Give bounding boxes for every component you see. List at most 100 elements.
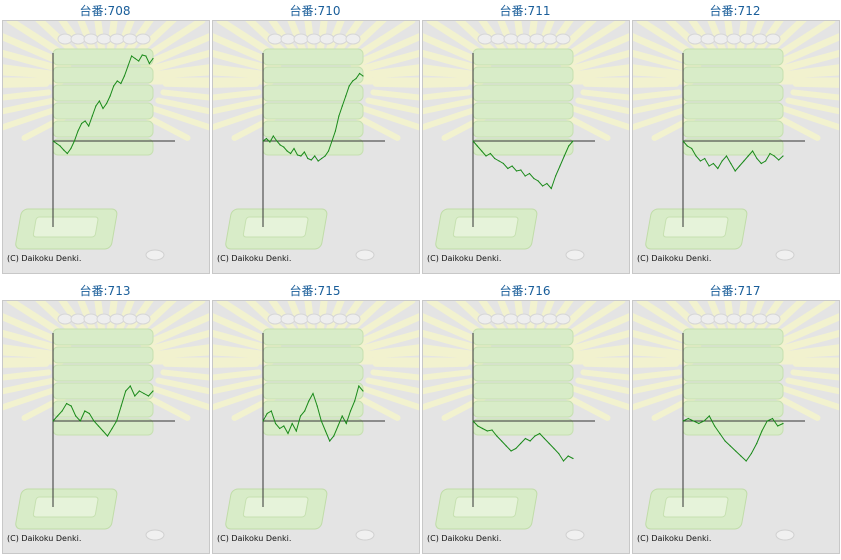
data-point bbox=[477, 425, 479, 427]
data-point bbox=[70, 405, 72, 407]
data-point bbox=[541, 185, 544, 187]
data-point bbox=[102, 430, 104, 432]
data-point bbox=[354, 400, 356, 402]
data-point bbox=[729, 445, 731, 447]
data-point bbox=[782, 422, 784, 425]
data-point bbox=[476, 145, 478, 147]
chart-title: 台番:716 bbox=[499, 284, 551, 298]
data-point bbox=[270, 410, 272, 412]
data-point bbox=[129, 385, 131, 387]
data-point bbox=[572, 140, 574, 142]
data-point bbox=[97, 425, 100, 427]
data-point bbox=[750, 452, 753, 455]
data-point bbox=[279, 144, 281, 146]
series-line bbox=[472, 140, 574, 190]
data-point bbox=[533, 177, 535, 180]
background-art bbox=[3, 21, 209, 261]
chart-panel: (C) Daikoku Denki. bbox=[632, 20, 840, 274]
data-point bbox=[485, 155, 487, 157]
data-point bbox=[550, 187, 552, 190]
data-point bbox=[362, 75, 364, 77]
data-point bbox=[717, 167, 719, 170]
data-point bbox=[520, 169, 522, 171]
data-point bbox=[116, 80, 118, 82]
series-line bbox=[472, 420, 574, 462]
data-point bbox=[761, 430, 763, 432]
background-art bbox=[423, 301, 629, 541]
data-point bbox=[93, 420, 95, 422]
data-point bbox=[300, 155, 302, 157]
data-point bbox=[349, 410, 352, 412]
chart-cell: 台番:717 (C) Daikoku Denki. bbox=[630, 280, 840, 560]
data-point bbox=[524, 175, 526, 177]
data-point bbox=[111, 427, 113, 430]
data-point bbox=[84, 410, 86, 412]
background-svg bbox=[633, 21, 839, 261]
data-point bbox=[572, 457, 574, 460]
data-point bbox=[756, 442, 758, 445]
chart-cell: 台番:713 (C) Daikoku Denki. bbox=[0, 280, 210, 560]
data-point bbox=[138, 390, 140, 392]
data-point bbox=[341, 105, 343, 107]
background-svg bbox=[213, 301, 419, 541]
data-point bbox=[528, 172, 531, 175]
data-point bbox=[265, 137, 268, 140]
data-point bbox=[310, 159, 312, 161]
chart-panel: (C) Daikoku Denki. bbox=[2, 20, 210, 274]
data-point bbox=[55, 142, 58, 145]
data-point bbox=[730, 162, 732, 165]
series-line bbox=[682, 415, 784, 462]
data-point bbox=[489, 152, 491, 155]
data-point bbox=[719, 432, 721, 435]
chart-panel: (C) Daikoku Denki. bbox=[422, 20, 630, 274]
data-point bbox=[299, 415, 302, 417]
copyright-text: (C) Daikoku Denki. bbox=[217, 254, 292, 263]
line-chart bbox=[262, 333, 385, 507]
data-point bbox=[127, 65, 129, 67]
chart-panel: (C) Daikoku Denki. bbox=[422, 300, 630, 554]
data-point bbox=[507, 167, 509, 170]
data-point bbox=[134, 57, 136, 60]
data-point bbox=[70, 147, 72, 150]
chart-cell: 台番:716 (C) Daikoku Denki. bbox=[420, 280, 630, 560]
chart-cell: 台番:710 (C) Daikoku Denki. bbox=[210, 0, 420, 280]
data-point bbox=[52, 420, 54, 422]
data-point bbox=[341, 415, 343, 417]
chart-title: 台番:713 bbox=[79, 284, 131, 298]
copyright-text: (C) Daikoku Denki. bbox=[217, 534, 292, 543]
data-point bbox=[362, 390, 364, 392]
data-point bbox=[287, 432, 289, 435]
data-point bbox=[295, 430, 297, 432]
data-point bbox=[771, 417, 774, 420]
background-art bbox=[213, 301, 419, 541]
data-point bbox=[747, 155, 749, 157]
data-point bbox=[79, 420, 81, 422]
data-point bbox=[106, 435, 109, 437]
data-point bbox=[80, 122, 83, 125]
data-point bbox=[61, 410, 63, 412]
data-point bbox=[307, 157, 309, 160]
data-point bbox=[303, 151, 305, 153]
chart-title: 台番:712 bbox=[709, 4, 761, 18]
series-line bbox=[262, 72, 364, 162]
data-point bbox=[698, 422, 700, 425]
background-svg bbox=[423, 301, 629, 541]
data-point bbox=[279, 427, 281, 430]
data-point bbox=[274, 422, 277, 425]
data-point bbox=[494, 157, 496, 160]
data-point bbox=[324, 155, 326, 157]
data-point bbox=[735, 450, 737, 452]
data-point bbox=[105, 102, 108, 105]
data-point bbox=[345, 422, 347, 425]
data-point bbox=[724, 440, 726, 442]
data-point bbox=[272, 135, 274, 137]
data-point bbox=[712, 162, 715, 165]
data-point bbox=[745, 460, 747, 462]
series-line bbox=[52, 54, 154, 155]
data-point bbox=[269, 141, 271, 143]
line-chart bbox=[52, 333, 175, 507]
data-point bbox=[766, 420, 768, 422]
data-point bbox=[708, 415, 710, 417]
data-point bbox=[333, 435, 335, 437]
data-point bbox=[692, 420, 695, 422]
